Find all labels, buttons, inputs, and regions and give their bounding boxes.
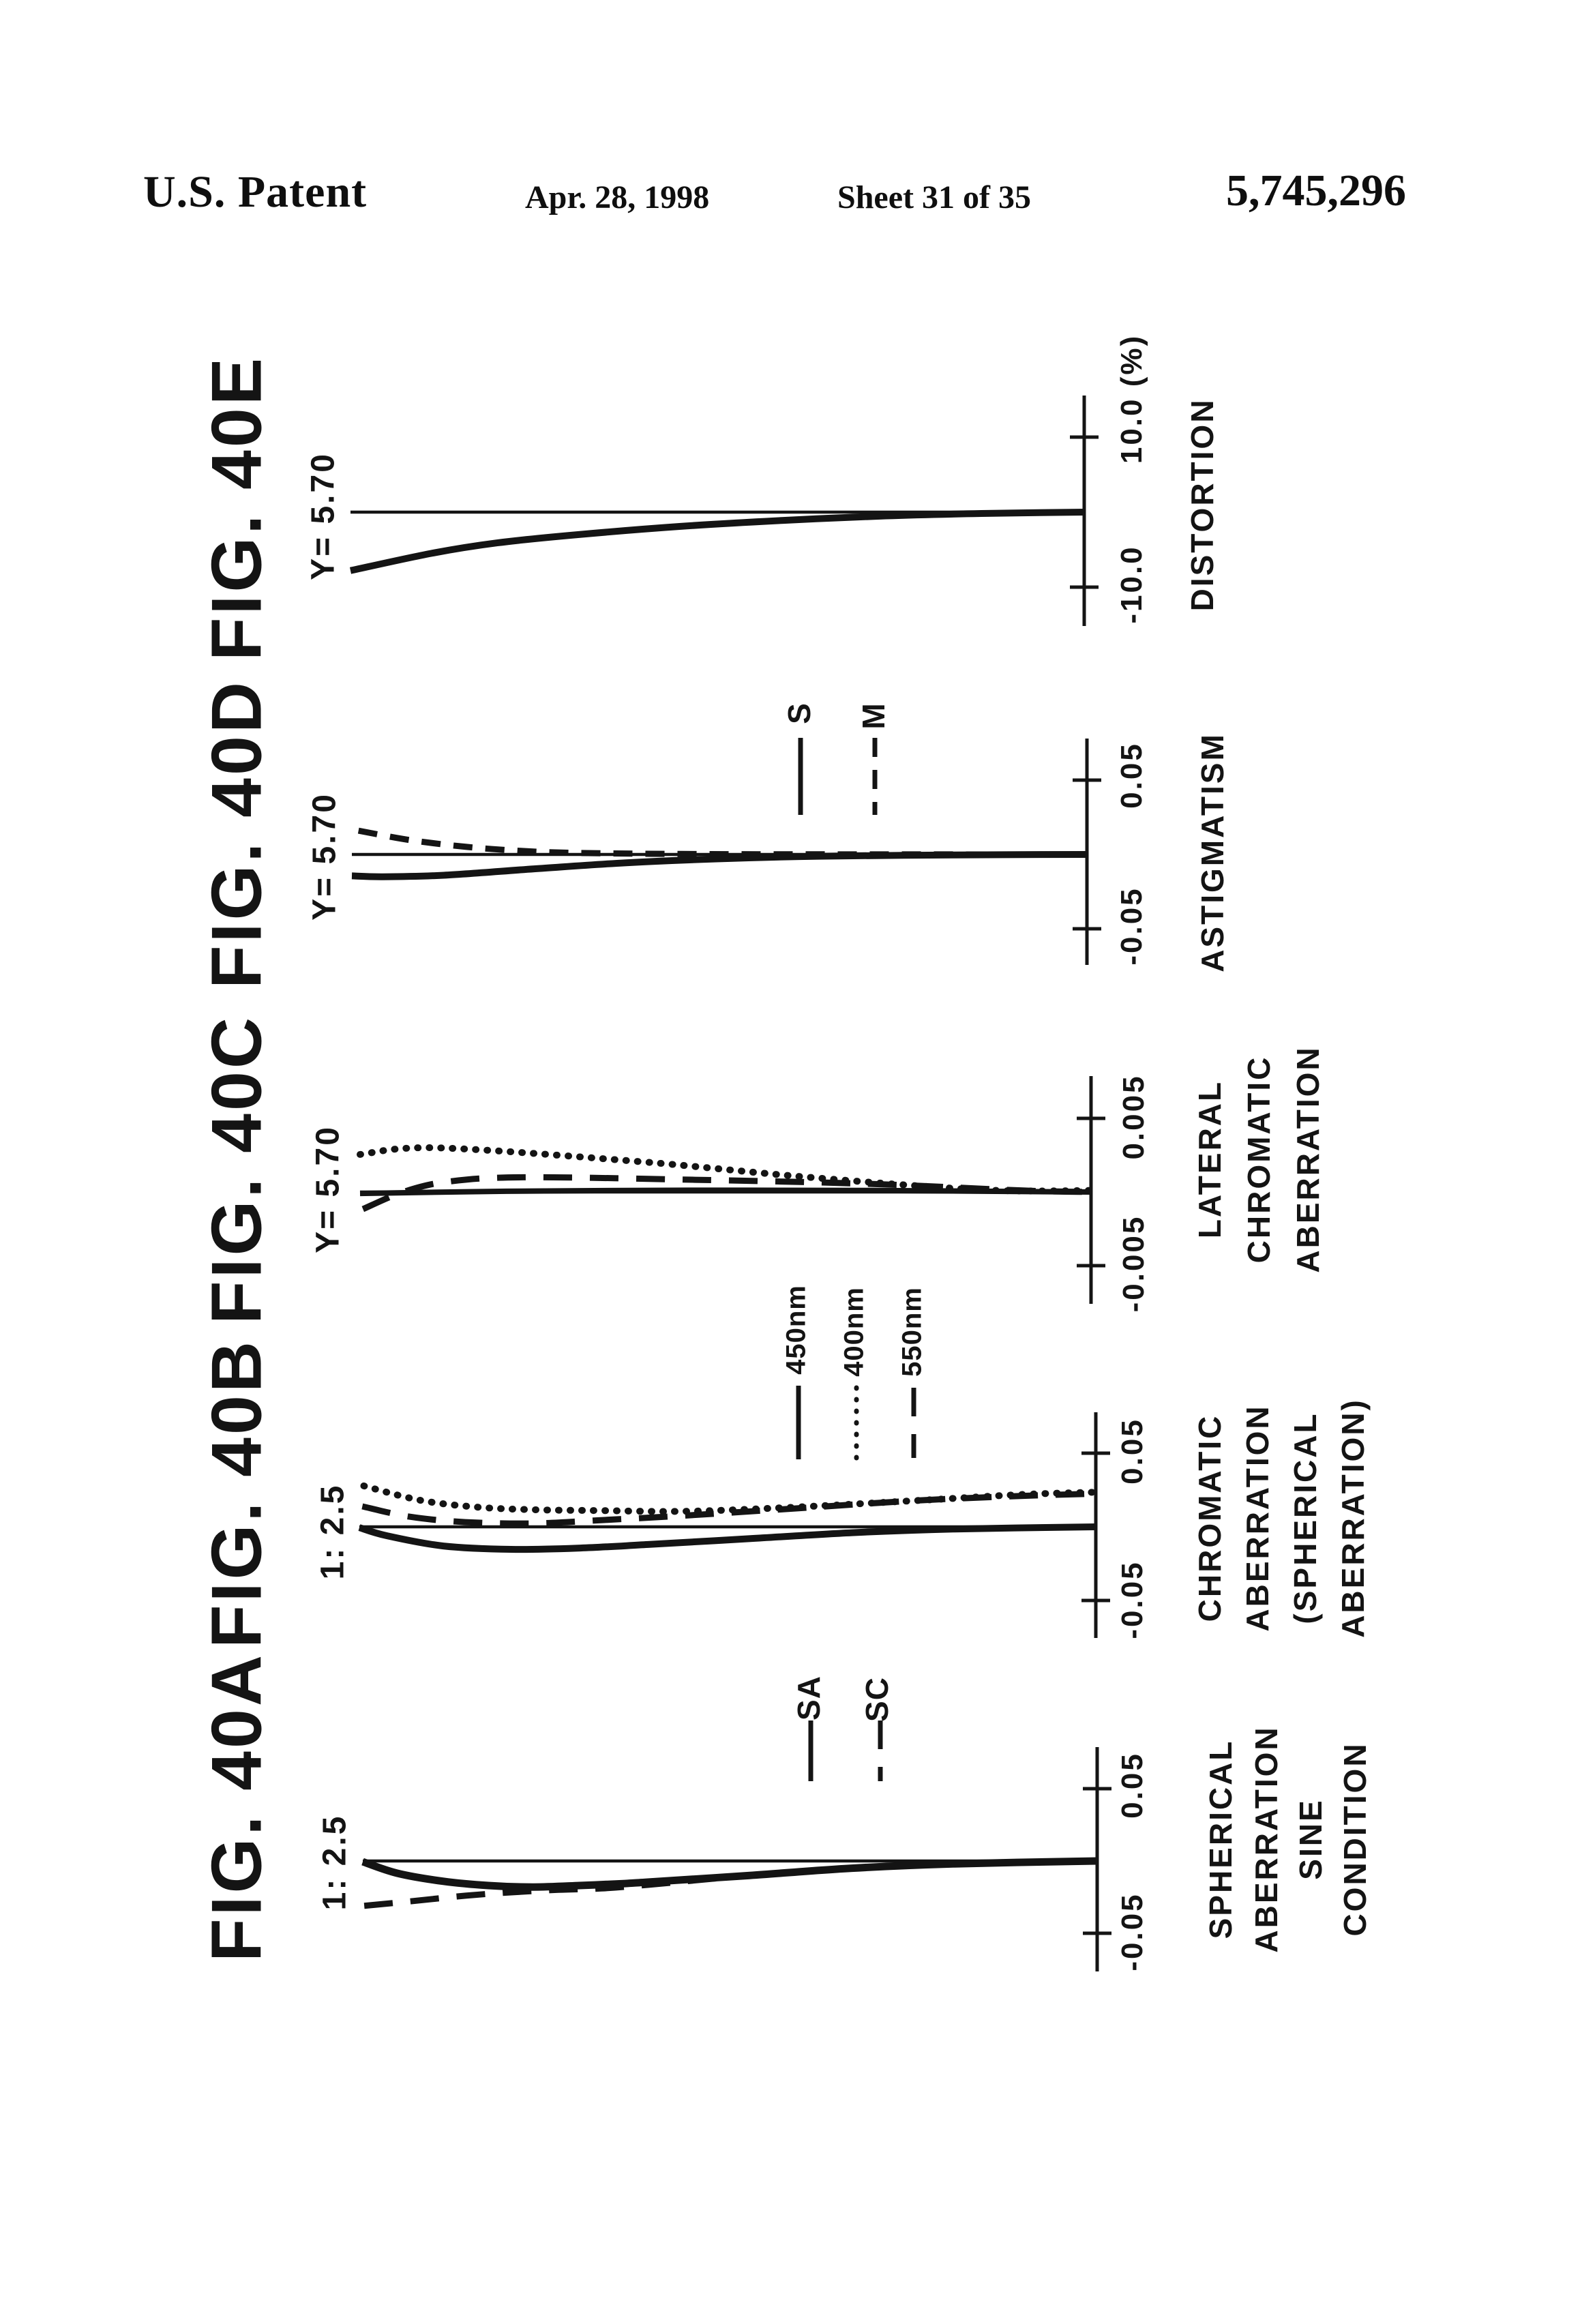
figure-label-40c: FIG. 40C (197, 1015, 277, 1324)
field-param-label-40d: Y= 5.70 (306, 792, 343, 921)
axis-title-40e-line-0: DISTORTION (1184, 398, 1220, 612)
axis-title-40b-line-2: (SPHERICAL (1287, 1412, 1323, 1624)
axis-title-40b-line-0: CHROMATIC (1192, 1414, 1227, 1622)
field-param-label-40e: Y= 5.70 (305, 452, 342, 580)
figure-label-40d: FIG. 40D (197, 679, 277, 989)
figure-label-40b: FIG. 40B (197, 1339, 277, 1648)
axis-title-40b-line-3: ABERRATION) (1335, 1398, 1371, 1638)
field-param-label-40a: 1: 2.5 (316, 1814, 353, 1911)
axis-title-40c-line-2: ABERRATION (1290, 1045, 1326, 1273)
legend-label-40b-450nm: 450nm (781, 1285, 811, 1375)
field-param-label-40c: Y= 5.70 (310, 1125, 346, 1253)
legend-label-40b-550nm: 550nm (897, 1287, 927, 1377)
tick-label-bottom-40d: -0.05 (1115, 887, 1148, 966)
axis-title-40c-line-0: LATERAL (1192, 1079, 1227, 1239)
legend-label-40a-sc: SC (859, 1677, 895, 1722)
tick-label-top-40c: 0.005 (1117, 1074, 1150, 1160)
axis-title-40a-line-3: CONDITION (1337, 1742, 1373, 1937)
curve-40e-distortion (349, 509, 1085, 574)
curve-40b-450nm (358, 1523, 1096, 1553)
tick-label-bottom-40a: -0.05 (1116, 1892, 1149, 1971)
legend-label-40d-s: S (781, 702, 817, 724)
axis-title-40b-line-1: ABERRATION (1240, 1404, 1275, 1632)
curve-40c-450nm (359, 1187, 1092, 1197)
field-param-label-40b: 1: 2.5 (314, 1483, 351, 1580)
legend-label-40b-400nm: 400nm (839, 1287, 869, 1377)
curve-40c-550nm (361, 1174, 1092, 1212)
tick-label-top-40e: 10.0 (%) (1115, 333, 1148, 464)
curve-40d-s (351, 851, 1088, 880)
curve-40d-m (357, 827, 1088, 858)
tick-label-bottom-40b: -0.05 (1116, 1560, 1149, 1639)
header-patent-number: 5,745,296 (1226, 166, 1406, 215)
tick-label-top-40a: 0.05 (1116, 1752, 1149, 1819)
figure-label-40a: FIG. 40A (197, 1652, 277, 1962)
header-date: Apr. 28, 1998 (525, 179, 710, 215)
header-publication: U.S. Patent (143, 167, 368, 217)
figure-label-40e: FIG. 40E (197, 355, 277, 661)
curve-40a-sc (363, 1858, 1098, 1909)
tick-label-bottom-40e: -10.0 (1115, 545, 1148, 624)
tick-label-bottom-40c: -0.005 (1117, 1215, 1150, 1313)
legend-label-40d-m: M (856, 702, 891, 730)
header-sheet-number: Sheet 31 of 35 (837, 179, 1031, 215)
axis-title-40a-line-2: SINE (1293, 1798, 1328, 1880)
axis-title-40c-line-1: CHROMATIC (1241, 1055, 1277, 1264)
axis-title-40d-line-0: ASTIGMATISM (1195, 732, 1230, 972)
axis-title-40a-line-1: ABERRATION (1249, 1725, 1284, 1953)
axis-title-40a-line-0: SPHERICAL (1203, 1739, 1238, 1939)
curve-40c-400nm (357, 1144, 1094, 1195)
legend-label-40a-sa: SA (791, 1675, 826, 1720)
curve-40b-550nm (361, 1490, 1096, 1527)
curve-40a-sa (361, 1857, 1098, 1891)
tick-label-top-40d: 0.05 (1115, 742, 1148, 809)
tick-label-top-40b: 0.05 (1116, 1418, 1149, 1485)
